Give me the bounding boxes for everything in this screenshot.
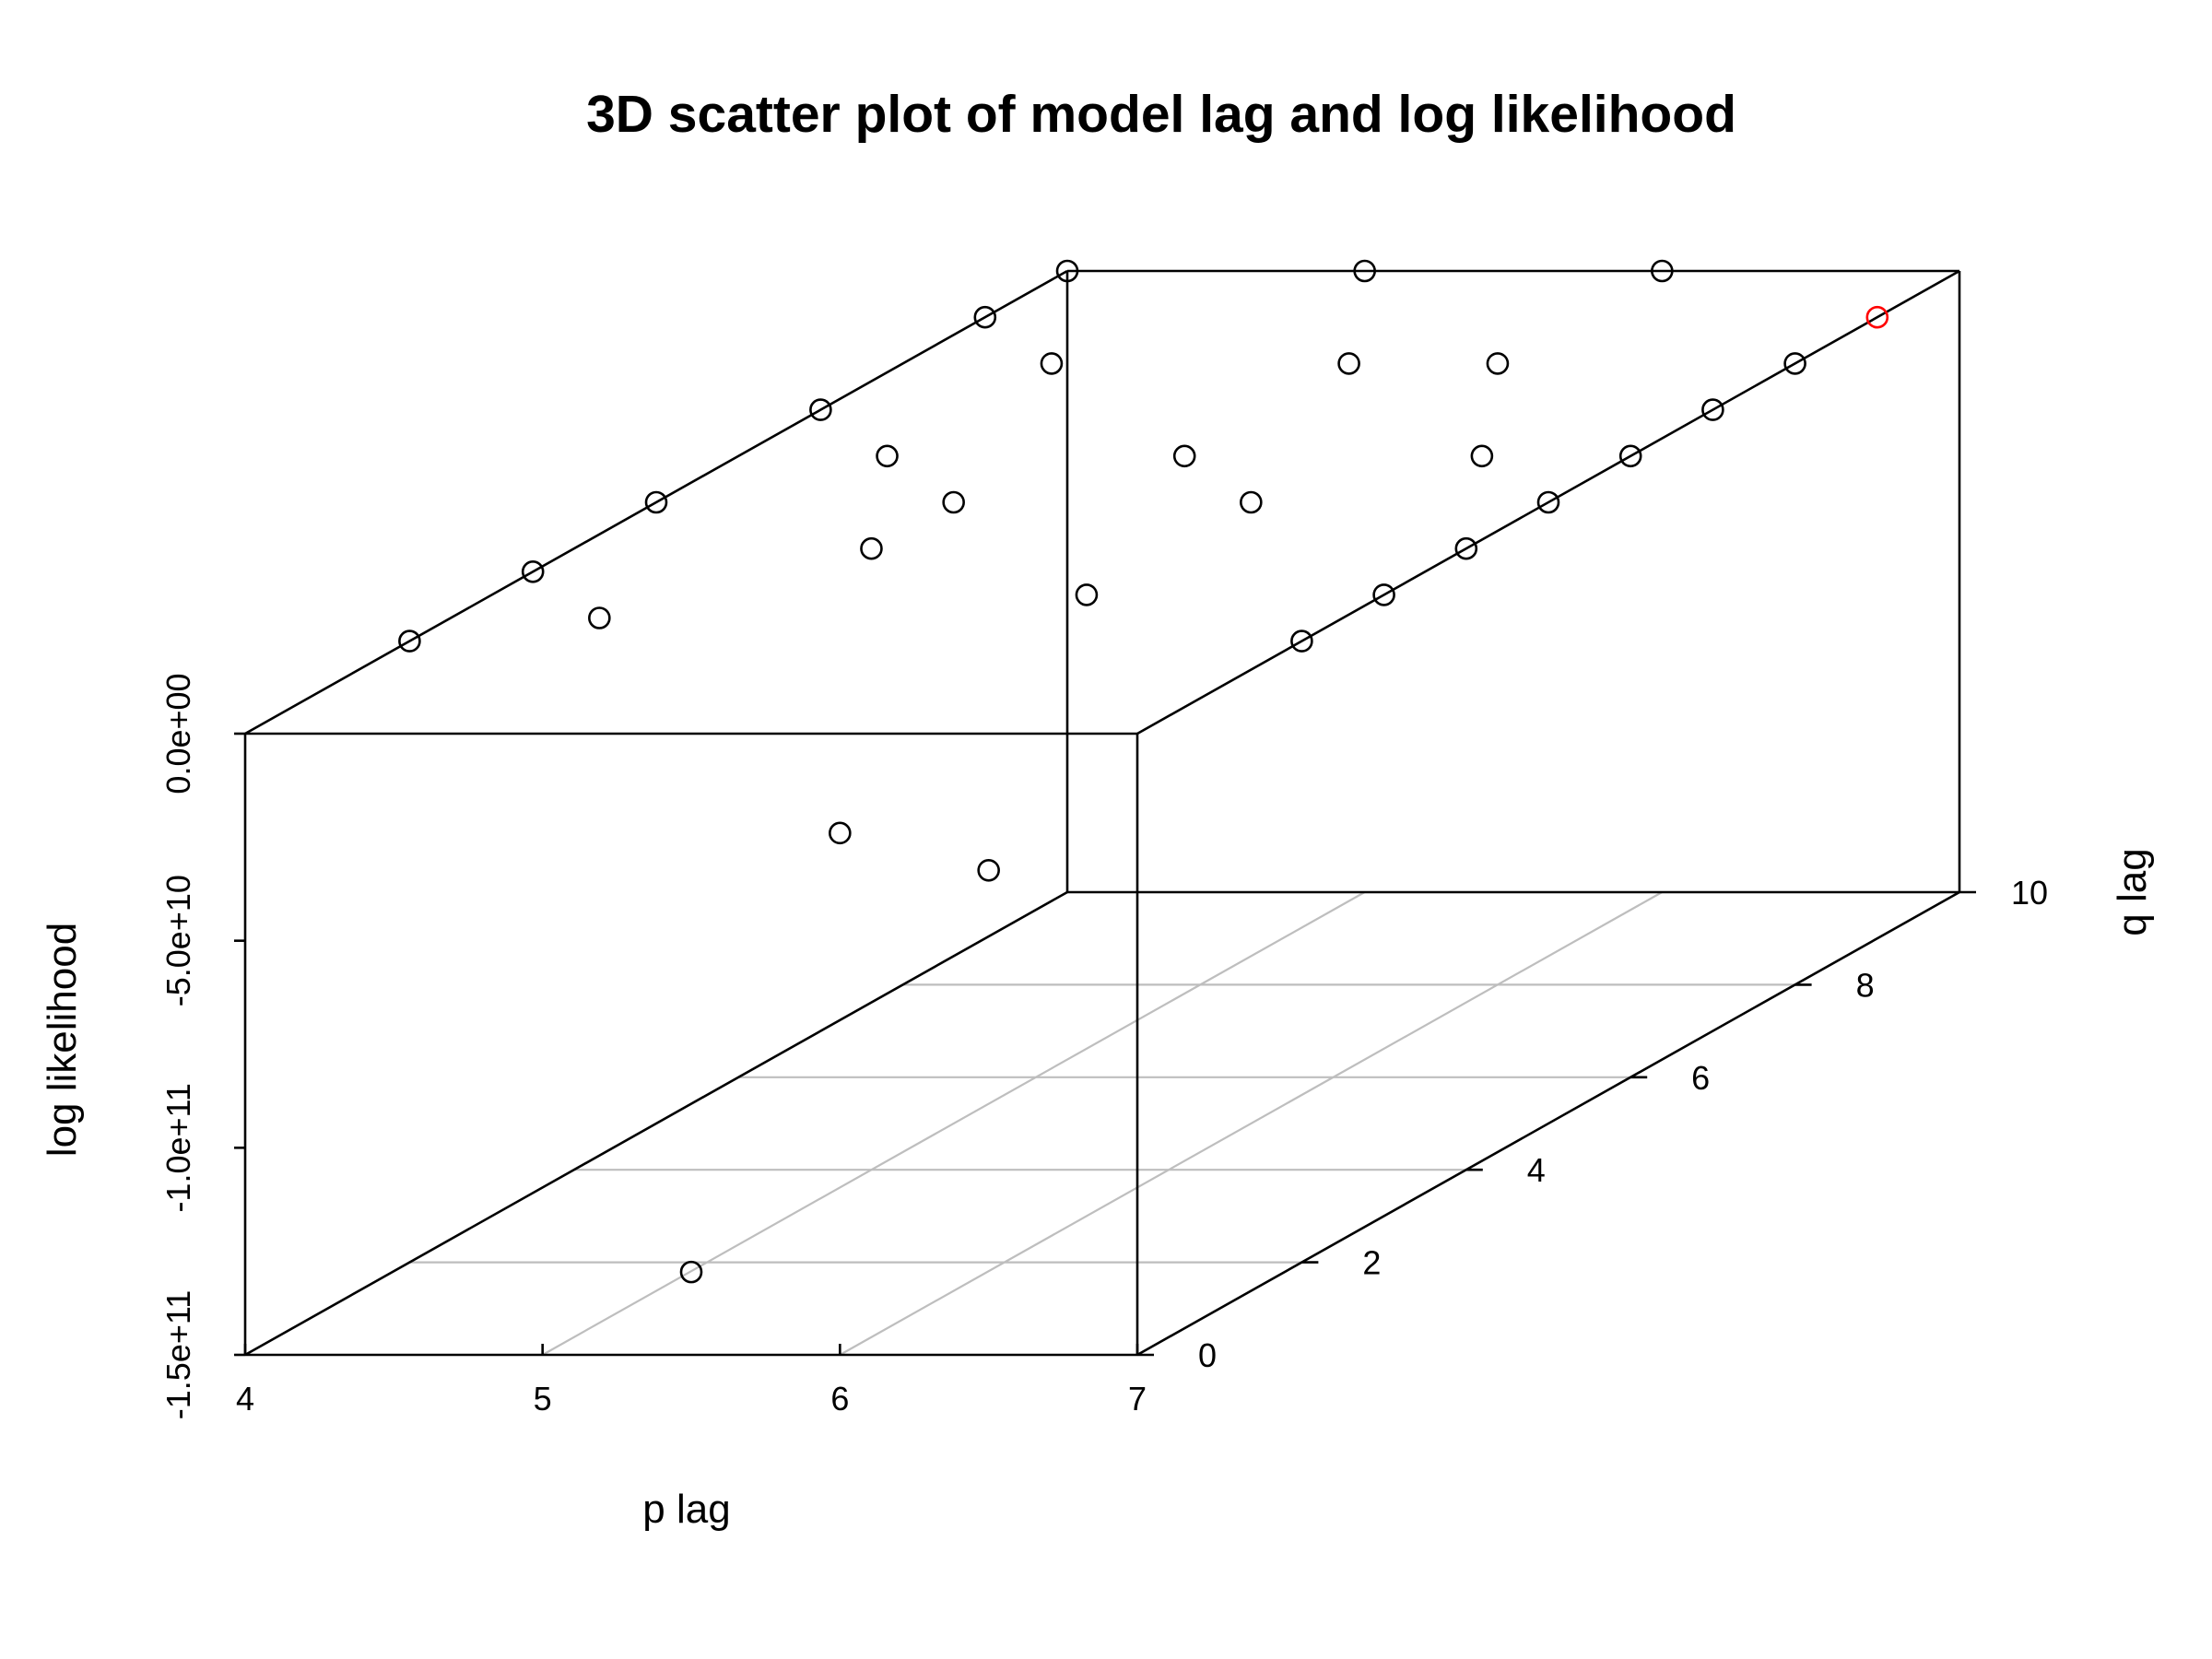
y-tick-label: 2 xyxy=(1362,1244,1381,1282)
data-point xyxy=(398,629,421,653)
data-point xyxy=(1055,259,1079,283)
z-tick-label: -1.5e+11 xyxy=(159,1290,197,1419)
data-point xyxy=(1486,352,1510,375)
data-point xyxy=(860,536,883,560)
y-tick-label: 6 xyxy=(1691,1059,1710,1097)
box-edge xyxy=(1136,269,1960,735)
data-point xyxy=(1470,444,1494,468)
data-point xyxy=(977,858,1000,882)
y-tick-label: 4 xyxy=(1527,1151,1546,1189)
data-point xyxy=(1651,259,1674,283)
data-point xyxy=(1454,536,1478,560)
data-point xyxy=(1172,444,1196,468)
box-edge xyxy=(1136,890,1960,1357)
data-point xyxy=(1337,352,1360,375)
axis-ticks: 4 5 6 7 0 2 4 6 8 10 -1.5e+11 -1.0e+11 -5.0e+10 0.0e+… xyxy=(159,673,2048,1419)
z-tick-label: 0.0e+00 xyxy=(159,673,197,794)
bounding-box xyxy=(243,269,1961,1357)
y-tick-label: 10 xyxy=(2011,874,2048,912)
data-point xyxy=(1075,583,1099,606)
data-point xyxy=(1783,352,1806,375)
data-point xyxy=(809,398,832,421)
chart-title: 3D scatter plot of model lag and log lik… xyxy=(586,85,1736,144)
data-point xyxy=(1240,490,1263,514)
data-point xyxy=(1701,398,1724,421)
data-point xyxy=(973,305,997,329)
grid-line-x xyxy=(542,891,1366,1356)
z-tick-label: -5.0e+10 xyxy=(159,875,197,1006)
data-point xyxy=(1618,444,1642,468)
z-tick-label: -1.0e+11 xyxy=(159,1083,197,1212)
y-tick-label: 8 xyxy=(1856,966,1875,1004)
floor-grid xyxy=(409,891,1795,1356)
y-axis-label: q lag xyxy=(2110,848,2155,935)
x-tick-label: 7 xyxy=(1128,1380,1147,1418)
x-axis-label: p lag xyxy=(642,1487,730,1532)
y-tick-label: 0 xyxy=(1198,1336,1217,1374)
data-point xyxy=(679,1260,703,1284)
data-point xyxy=(1536,490,1560,514)
data-point xyxy=(1040,352,1064,375)
z-axis-label: log likelihood xyxy=(40,923,85,1157)
data-point xyxy=(1290,629,1313,653)
grid-line-x xyxy=(839,891,1663,1356)
data-point xyxy=(942,490,965,514)
x-tick-label: 4 xyxy=(236,1380,254,1418)
data-points xyxy=(398,259,1889,1284)
box-edge xyxy=(244,890,1068,1357)
x-tick-label: 5 xyxy=(534,1380,552,1418)
data-point xyxy=(876,444,899,468)
data-point xyxy=(521,559,545,583)
data-point xyxy=(1353,259,1376,283)
data-point xyxy=(829,821,852,845)
box-edge xyxy=(244,269,1068,735)
data-point xyxy=(588,606,611,629)
data-point xyxy=(1372,583,1395,606)
highlighted-point xyxy=(1865,305,1889,329)
x-tick-label: 6 xyxy=(830,1380,849,1418)
data-point xyxy=(644,490,668,514)
